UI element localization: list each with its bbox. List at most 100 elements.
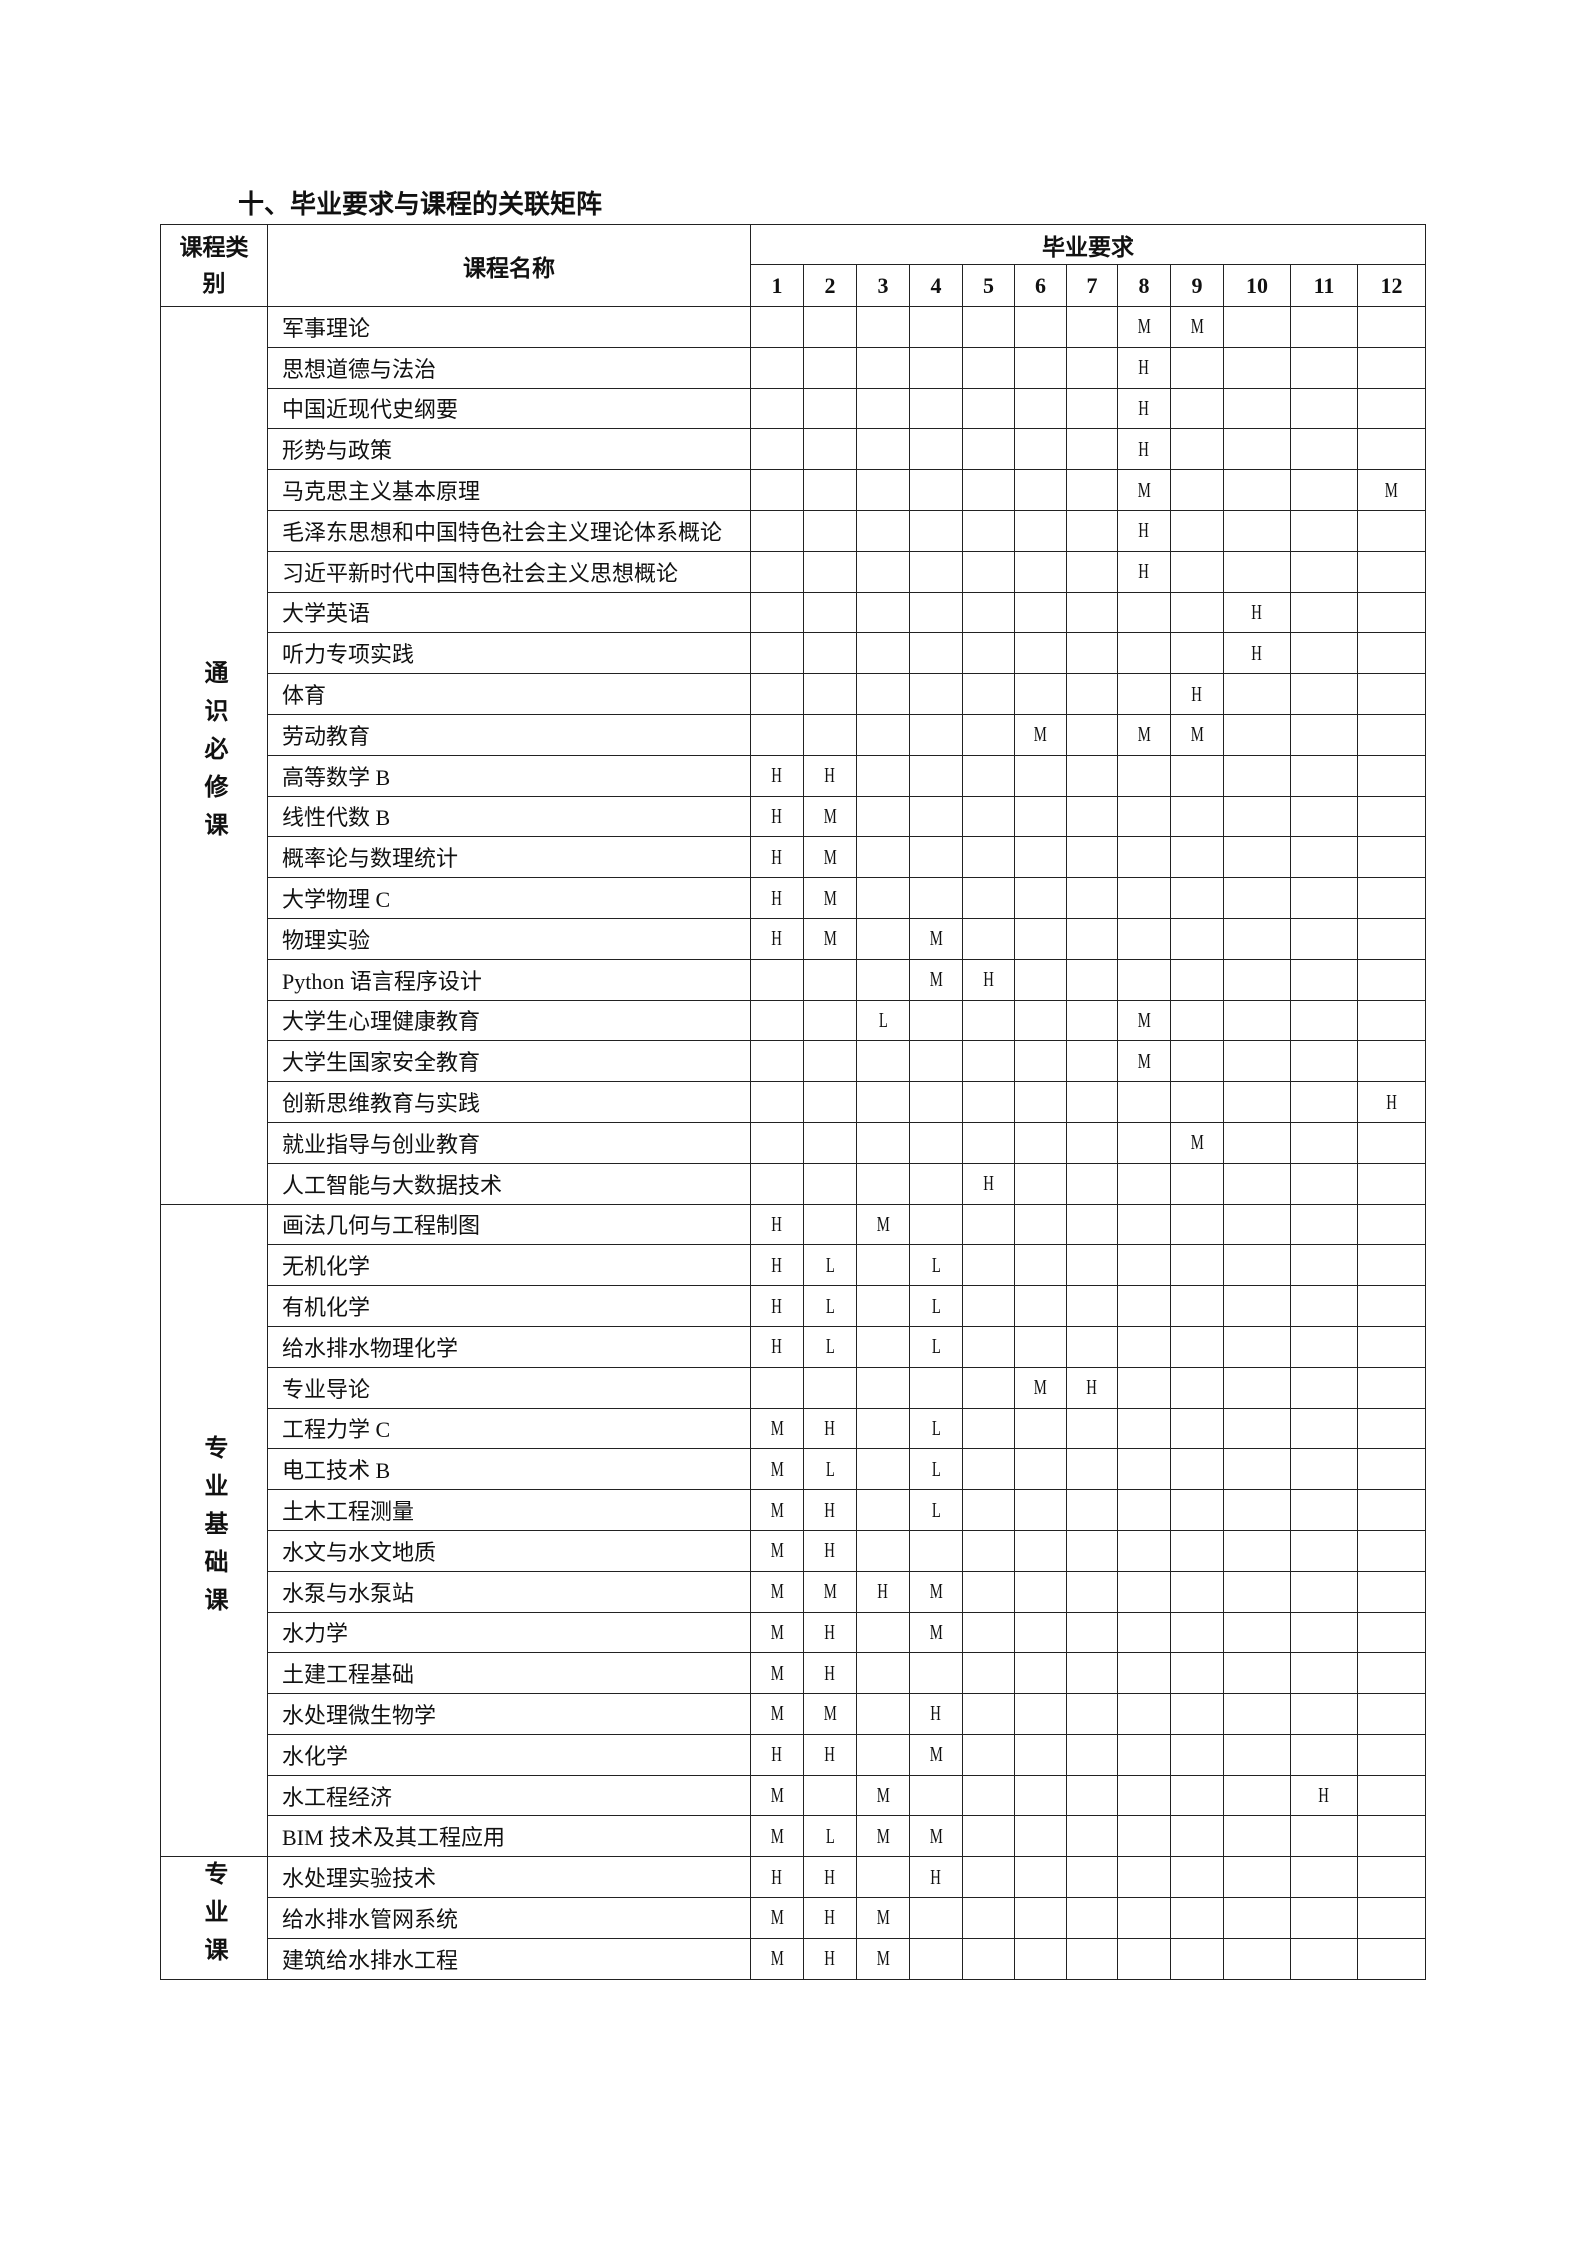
matrix-cell: [856, 795, 910, 838]
matrix-cell: H: [750, 836, 804, 879]
course-name: 水化学: [267, 1733, 751, 1776]
relevance-mark: L: [931, 1497, 941, 1522]
matrix-cell: [1290, 469, 1358, 511]
matrix-cell: [909, 999, 963, 1042]
matrix-cell: L: [803, 1448, 857, 1491]
matrix-cell: [1223, 1489, 1291, 1531]
table-row: 就业指导与创业教育 M: [161, 1121, 1426, 1164]
matrix-cell: [856, 509, 910, 552]
matrix-cell: H: [803, 1652, 857, 1695]
matrix-cell: [1170, 1937, 1224, 1980]
matrix-cell: H: [750, 1733, 804, 1776]
matrix-cell: [1357, 1856, 1426, 1899]
course-name: BIM 技术及其工程应用: [267, 1815, 751, 1858]
matrix-cell: [1014, 917, 1067, 960]
matrix-cell: [1170, 1815, 1224, 1858]
matrix-cell: [1170, 1489, 1224, 1531]
matrix-cell: L: [856, 999, 910, 1042]
matrix-cell: [1014, 509, 1067, 552]
relevance-mark: H: [824, 763, 836, 788]
header-course-name: 课程名称: [267, 224, 751, 307]
matrix-cell: [1290, 1529, 1358, 1572]
matrix-cell: [1290, 754, 1358, 797]
table-row: 水文与水文地质 M H: [161, 1529, 1426, 1572]
matrix-cell: M: [750, 1611, 804, 1654]
relevance-mark: H: [1251, 640, 1263, 665]
course-name: 给水排水管网系统: [267, 1897, 751, 1939]
matrix-cell: [856, 591, 910, 634]
matrix-cell: [1223, 1285, 1291, 1327]
header-requirement-number: 7: [1066, 264, 1118, 307]
matrix-cell: [1357, 1244, 1426, 1287]
matrix-cell: [909, 1081, 963, 1123]
matrix-cell: [856, 1162, 910, 1205]
course-name: 习近平新时代中国特色社会主义思想概论: [267, 550, 751, 593]
table-row: 听力专项实践 H: [161, 632, 1426, 675]
matrix-cell: [750, 1121, 804, 1164]
matrix-cell: [1170, 1203, 1224, 1246]
relevance-mark: M: [1137, 1007, 1151, 1032]
matrix-cell: [1066, 1407, 1118, 1450]
matrix-cell: [1357, 1652, 1426, 1695]
matrix-cell: [1223, 1203, 1291, 1246]
matrix-cell: H: [1357, 1081, 1426, 1123]
matrix-cell: [1014, 1815, 1067, 1858]
matrix-cell: [1170, 1040, 1224, 1083]
matrix-cell: [1290, 1366, 1358, 1409]
table-row: 大学生国家安全教育 M: [161, 1040, 1426, 1083]
relevance-mark: L: [931, 1456, 941, 1481]
matrix-cell: [962, 1733, 1015, 1776]
matrix-cell: [1066, 306, 1118, 348]
matrix-cell: [1357, 1366, 1426, 1409]
matrix-cell: [1170, 387, 1224, 430]
relevance-mark: M: [770, 1701, 784, 1726]
matrix-cell: L: [909, 1489, 963, 1531]
matrix-cell: [856, 428, 910, 471]
table-row: 线性代数 B H M: [161, 795, 1426, 838]
matrix-cell: [1290, 1570, 1358, 1613]
matrix-cell: [1170, 1693, 1224, 1735]
category-cell: 通识必修课: [160, 306, 268, 1205]
matrix-cell: [856, 1325, 910, 1368]
relevance-mark: H: [1386, 1089, 1397, 1114]
matrix-cell: [1014, 469, 1067, 511]
matrix-cell: H: [1117, 387, 1171, 430]
matrix-cell: H: [750, 1856, 804, 1899]
matrix-cell: [856, 1040, 910, 1083]
relevance-mark: M: [1137, 1048, 1151, 1073]
relevance-mark: M: [770, 1538, 784, 1563]
matrix-cell: H: [803, 1937, 857, 1980]
matrix-cell: [1170, 591, 1224, 634]
matrix-cell: M: [1117, 713, 1171, 756]
matrix-cell: [1290, 346, 1358, 389]
matrix-cell: M: [856, 1815, 910, 1858]
matrix-cell: M: [803, 795, 857, 838]
course-name: Python 语言程序设计: [267, 958, 751, 1001]
table-row: 水处理微生物学 M M H: [161, 1693, 1426, 1735]
matrix-cell: L: [803, 1285, 857, 1327]
matrix-cell: [1014, 1611, 1067, 1654]
matrix-cell: [1290, 1448, 1358, 1491]
table-row: 习近平新时代中国特色社会主义思想概论 H: [161, 550, 1426, 593]
matrix-cell: [1014, 877, 1067, 919]
course-name: 水处理微生物学: [267, 1693, 751, 1735]
relevance-mark: M: [823, 844, 837, 869]
matrix-cell: [1290, 1693, 1358, 1735]
relevance-mark: M: [1033, 722, 1048, 747]
matrix-cell: L: [803, 1815, 857, 1858]
relevance-mark: H: [877, 1579, 889, 1604]
matrix-cell: [1223, 999, 1291, 1042]
matrix-cell: M: [750, 1774, 804, 1817]
course-name: 高等数学 B: [267, 754, 751, 797]
matrix-cell: M: [750, 1489, 804, 1531]
relevance-mark: H: [771, 1252, 783, 1277]
table-row: 工程力学 C M H L: [161, 1407, 1426, 1450]
course-name: 概率论与数理统计: [267, 836, 751, 879]
matrix-cell: [962, 836, 1015, 879]
matrix-cell: [1066, 1040, 1118, 1083]
matrix-cell: M: [1170, 306, 1224, 348]
relevance-mark: H: [1138, 395, 1150, 420]
relevance-mark: H: [824, 1864, 836, 1889]
matrix-cell: L: [803, 1325, 857, 1368]
table-row: 人工智能与大数据技术 H: [161, 1162, 1426, 1205]
